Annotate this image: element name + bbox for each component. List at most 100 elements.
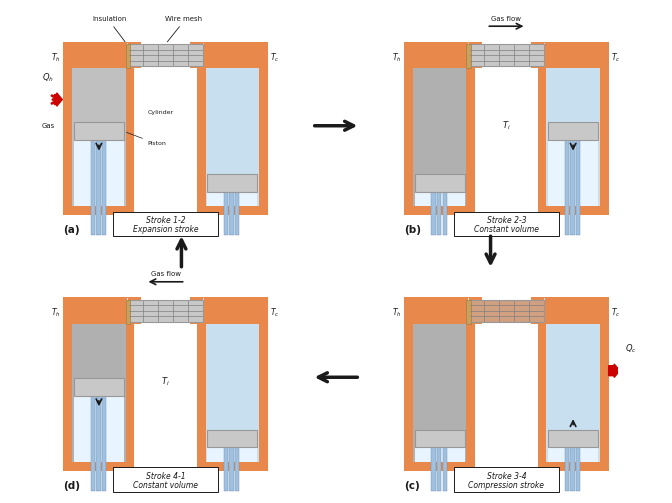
Bar	[466, 297, 482, 324]
Text: Expansion stroke: Expansion stroke	[133, 225, 198, 234]
Bar	[208, 430, 257, 448]
Text: Stroke 2-3: Stroke 2-3	[487, 216, 526, 225]
Bar	[126, 297, 141, 324]
Bar	[73, 324, 126, 462]
Bar	[197, 297, 206, 471]
Bar	[576, 448, 581, 491]
Bar	[544, 43, 545, 67]
Text: $T_h$: $T_h$	[52, 307, 61, 319]
Bar	[63, 42, 73, 215]
Bar	[576, 140, 581, 235]
Text: Gas flow: Gas flow	[151, 271, 181, 277]
Bar	[431, 448, 436, 491]
Bar	[127, 43, 128, 67]
Bar	[531, 297, 546, 324]
Bar	[230, 448, 234, 491]
Bar	[126, 297, 134, 471]
Text: (a): (a)	[63, 225, 80, 235]
Bar	[63, 297, 73, 471]
Bar	[548, 430, 598, 448]
Text: Constant volume: Constant volume	[474, 225, 539, 234]
Bar	[538, 206, 609, 215]
Bar	[63, 297, 134, 324]
Bar	[571, 448, 575, 491]
Bar	[230, 192, 234, 235]
Text: $Q_c$: $Q_c$	[625, 342, 637, 355]
Bar	[548, 140, 598, 206]
Bar	[466, 44, 471, 68]
Bar	[101, 396, 106, 491]
Bar	[538, 42, 546, 215]
Text: $T_h$: $T_h$	[392, 307, 402, 319]
Text: $T_h$: $T_h$	[392, 51, 402, 63]
Bar	[404, 42, 413, 215]
Bar	[413, 324, 466, 462]
FancyArrow shape	[609, 364, 620, 377]
FancyArrow shape	[50, 93, 62, 106]
Bar	[74, 396, 124, 462]
Bar	[548, 122, 598, 140]
Bar	[468, 300, 544, 322]
Bar	[564, 448, 569, 491]
Bar	[128, 300, 204, 322]
Bar	[564, 140, 569, 235]
Bar	[224, 192, 228, 235]
Text: $T_c$: $T_c$	[611, 51, 620, 63]
Bar	[544, 298, 545, 323]
Text: $Q_h$: $Q_h$	[42, 71, 54, 83]
Bar	[442, 192, 447, 235]
Bar	[128, 44, 204, 66]
Bar	[126, 42, 134, 215]
Bar	[437, 192, 442, 235]
Text: (c): (c)	[404, 481, 420, 491]
Text: $T_c$: $T_c$	[270, 307, 280, 319]
Bar	[197, 462, 268, 471]
Text: Piston: Piston	[126, 132, 167, 146]
Bar	[63, 42, 134, 68]
Bar	[415, 430, 464, 448]
Bar	[468, 44, 544, 66]
Bar	[548, 448, 598, 462]
Bar	[413, 68, 466, 206]
Bar	[197, 42, 268, 68]
Text: $T_c$: $T_c$	[270, 51, 280, 63]
Text: Compression stroke: Compression stroke	[468, 481, 544, 489]
Text: (b): (b)	[404, 225, 421, 235]
Bar	[101, 140, 106, 235]
Bar	[599, 297, 609, 471]
Bar	[197, 42, 206, 215]
Bar	[466, 42, 482, 68]
Text: Constant volume: Constant volume	[133, 481, 198, 489]
Bar	[538, 297, 546, 471]
Bar	[74, 378, 124, 396]
Bar	[190, 297, 206, 324]
Bar	[206, 324, 259, 462]
Bar	[74, 122, 124, 140]
Bar	[466, 300, 471, 324]
Bar	[63, 462, 134, 471]
Bar	[546, 324, 599, 462]
Text: $T_i$: $T_i$	[502, 120, 511, 132]
Text: $T_i$: $T_i$	[161, 376, 170, 388]
Text: (d): (d)	[63, 481, 81, 491]
Bar	[63, 206, 134, 215]
Text: Gas flow: Gas flow	[491, 16, 521, 22]
Bar	[442, 448, 447, 491]
Bar	[126, 42, 141, 68]
Bar	[74, 140, 124, 206]
Bar	[546, 68, 599, 206]
Bar	[259, 297, 268, 471]
Bar	[538, 42, 609, 68]
Bar	[404, 42, 475, 68]
Bar	[206, 68, 259, 206]
Text: $T_h$: $T_h$	[52, 51, 61, 63]
Bar	[404, 297, 413, 471]
Bar	[538, 297, 609, 324]
Bar	[415, 448, 464, 462]
Bar	[224, 448, 228, 491]
Text: Wire mesh: Wire mesh	[165, 16, 202, 42]
Text: Insulation: Insulation	[93, 16, 127, 42]
Text: Gas: Gas	[41, 123, 54, 129]
Bar	[404, 206, 475, 215]
Bar	[208, 192, 257, 206]
